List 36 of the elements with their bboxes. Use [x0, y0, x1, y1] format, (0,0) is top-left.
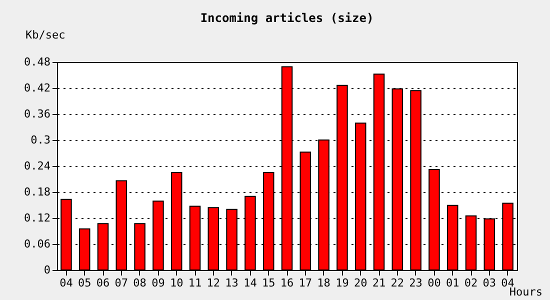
x-tick-label: 13	[225, 276, 238, 290]
y-tick-label: 0.12	[24, 212, 50, 224]
x-tick-label: 08	[133, 276, 146, 290]
x-tick-label: 02	[464, 276, 478, 290]
y-tick-label: 0.18	[24, 186, 50, 198]
x-tick-label: 17	[298, 276, 312, 290]
x-tick-label: 20	[354, 276, 368, 290]
x-tick-label: 23	[409, 276, 422, 290]
y-tick-label: 0.42	[24, 82, 50, 94]
x-tick-label: 14	[244, 276, 258, 290]
y-tick-label: 0.48	[24, 56, 50, 68]
y-axis-title: Kb/sec	[26, 28, 66, 42]
x-tick-label: 21	[372, 276, 386, 290]
x-axis-title: Hours	[509, 286, 542, 298]
x-tick-label: 18	[317, 276, 330, 290]
x-tick-label: 12	[206, 276, 220, 290]
x-tick-label: 06	[96, 276, 110, 290]
x-tick-label: 05	[78, 276, 92, 290]
y-tick-label: 0.36	[24, 108, 50, 120]
y-tick-label: 0.06	[24, 238, 50, 250]
x-tick-label: 19	[336, 276, 349, 290]
x-tick-label: 11	[188, 276, 202, 290]
x-tick-label: 01	[446, 276, 460, 290]
x-tick-label: 22	[390, 276, 404, 290]
x-tick-label: 16	[280, 276, 294, 290]
x-tick-label: 04	[60, 276, 74, 290]
y-tick-label: 0.24	[24, 160, 51, 172]
x-tick-label: 00	[428, 276, 441, 290]
x-tick-label: 07	[114, 276, 128, 290]
y-tick-label: 0.3	[30, 134, 50, 146]
x-tick-label: 03	[482, 276, 496, 290]
x-tick-label: 15	[262, 276, 276, 290]
y-tick-label: 0	[44, 264, 50, 276]
x-tick-label: 10	[170, 276, 184, 290]
x-tick-label: 09	[152, 276, 165, 290]
chart-title: Incoming articles (size)	[200, 11, 374, 25]
